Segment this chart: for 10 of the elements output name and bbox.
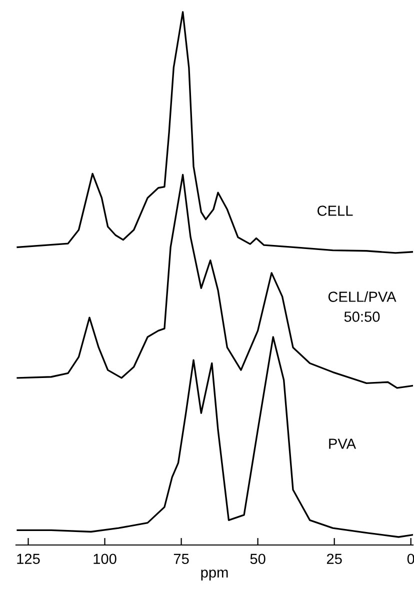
x-tick-label: 0 [407, 554, 414, 564]
x-tick-label: 100 [94, 554, 116, 564]
x-tick-label: 50 [250, 554, 266, 564]
x-axis-title: ppm [201, 570, 228, 581]
x-tick-label: 125 [17, 554, 40, 564]
x-tick-label: 75 [174, 554, 189, 564]
text: PVA [329, 438, 356, 449]
text: CELL [318, 206, 353, 216]
text: CELL/PVA 50:50 [328, 291, 396, 322]
x-tick-label: 25 [326, 554, 342, 564]
